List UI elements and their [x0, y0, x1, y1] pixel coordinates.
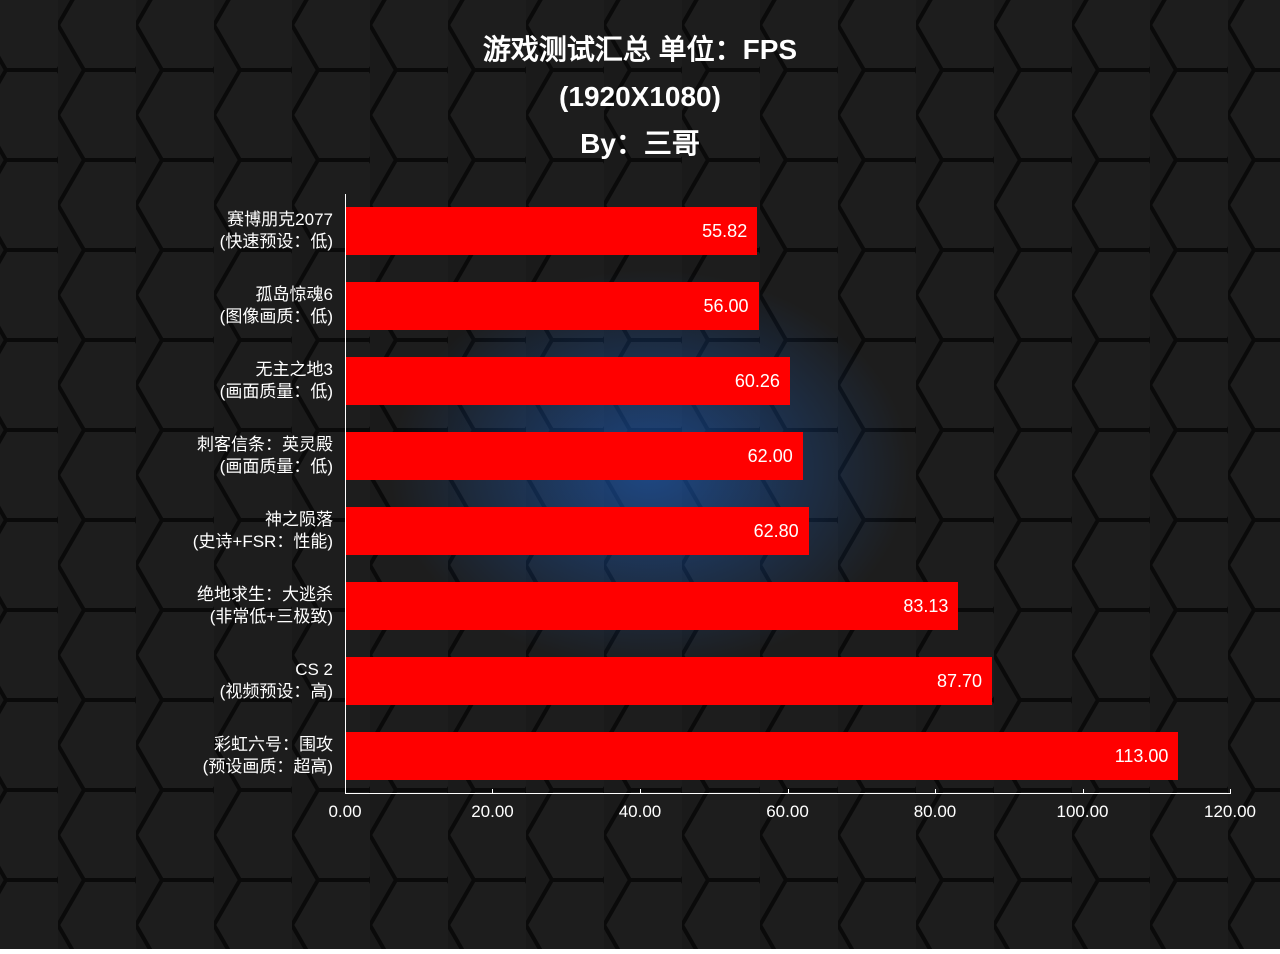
category-label: 赛博朋克2077(快速预设：低) [50, 194, 345, 269]
x-tick-mark [788, 789, 789, 794]
title-line-2: (1920X1080) [50, 77, 1230, 116]
bar-row: 55.82 [346, 194, 1230, 269]
y-axis-labels: 赛博朋克2077(快速预设：低)孤岛惊魂6(图像画质：低)无主之地3(画面质量：… [50, 194, 345, 834]
bar: 60.26 [346, 357, 790, 405]
bar-value-label: 62.00 [748, 446, 793, 467]
bar-row: 83.13 [346, 569, 1230, 644]
category-setting: (视频预设：高) [220, 681, 333, 703]
category-label: 神之陨落(史诗+FSR：性能) [50, 494, 345, 569]
bar: 113.00 [346, 732, 1178, 780]
bar: 56.00 [346, 282, 759, 330]
category-setting: (预设画质：超高) [203, 756, 333, 778]
category-setting: (画面质量：低) [220, 381, 333, 403]
category-setting: (非常低+三极致) [210, 606, 333, 628]
category-name: CS 2 [295, 659, 333, 681]
category-setting: (画面质量：低) [220, 456, 333, 478]
x-tick-mark [1230, 789, 1231, 794]
x-axis: 0.0020.0040.0060.0080.00100.00120.00 [345, 794, 1230, 834]
category-name: 绝地求生：大逃杀 [197, 584, 333, 606]
title-line-3: By：三哥 [50, 124, 1230, 163]
category-label: 孤岛惊魂6(图像画质：低) [50, 269, 345, 344]
x-tick-label: 120.00 [1204, 802, 1256, 822]
bar-value-label: 113.00 [1115, 746, 1169, 767]
x-tick-mark [935, 789, 936, 794]
category-name: 神之陨落 [265, 509, 333, 531]
plot-area: 55.82 56.00 60.26 62.00 62.80 83.13 87.70 113.0… [345, 194, 1230, 794]
category-label: 绝地求生：大逃杀(非常低+三极致) [50, 569, 345, 644]
category-label: CS 2(视频预设：高) [50, 644, 345, 719]
bar-row: 62.80 [346, 494, 1230, 569]
bar: 87.70 [346, 657, 992, 705]
bar-value-label: 83.13 [903, 596, 948, 617]
bar-row: 113.00 [346, 719, 1230, 794]
category-name: 孤岛惊魂6 [256, 284, 333, 306]
category-name: 彩虹六号：围攻 [214, 734, 333, 756]
bar-value-label: 56.00 [703, 296, 748, 317]
x-tick-label: 100.00 [1057, 802, 1109, 822]
x-tick-label: 0.00 [328, 802, 361, 822]
title-line-1: 游戏测试汇总 单位：FPS [50, 30, 1230, 69]
bar-row: 56.00 [346, 269, 1230, 344]
x-tick-label: 80.00 [914, 802, 957, 822]
bar: 62.80 [346, 507, 809, 555]
x-tick-mark [640, 789, 641, 794]
x-tick-label: 60.00 [766, 802, 809, 822]
category-name: 无主之地3 [256, 359, 333, 381]
bar: 55.82 [346, 207, 757, 255]
x-tick-mark [492, 789, 493, 794]
bar-value-label: 87.70 [937, 671, 982, 692]
x-tick-mark [1083, 789, 1084, 794]
bar-value-label: 55.82 [702, 221, 747, 242]
bar-row: 87.70 [346, 644, 1230, 719]
category-setting: (快速预设：低) [220, 231, 333, 253]
category-label: 刺客信条：英灵殿(画面质量：低) [50, 419, 345, 494]
bar-row: 62.00 [346, 419, 1230, 494]
x-tick-label: 20.00 [471, 802, 514, 822]
chart-content: 游戏测试汇总 单位：FPS (1920X1080) By：三哥 赛博朋克2077… [0, 0, 1280, 949]
bar-row: 60.26 [346, 344, 1230, 419]
x-tick-label: 40.00 [619, 802, 662, 822]
category-setting: (图像画质：低) [220, 306, 333, 328]
chart-area: 赛博朋克2077(快速预设：低)孤岛惊魂6(图像画质：低)无主之地3(画面质量：… [50, 194, 1230, 834]
chart-title: 游戏测试汇总 单位：FPS (1920X1080) By：三哥 [50, 30, 1230, 164]
plot-column: 55.82 56.00 60.26 62.00 62.80 83.13 87.70 113.0… [345, 194, 1230, 834]
category-setting: (史诗+FSR：性能) [193, 531, 333, 553]
x-tick-mark [345, 789, 346, 794]
bar-value-label: 62.80 [754, 521, 799, 542]
category-label: 无主之地3(画面质量：低) [50, 344, 345, 419]
bar: 62.00 [346, 432, 803, 480]
category-name: 赛博朋克2077 [227, 209, 333, 231]
bar: 83.13 [346, 582, 958, 630]
bar-value-label: 60.26 [735, 371, 780, 392]
category-label: 彩虹六号：围攻(预设画质：超高) [50, 719, 345, 794]
category-name: 刺客信条：英灵殿 [197, 434, 333, 456]
